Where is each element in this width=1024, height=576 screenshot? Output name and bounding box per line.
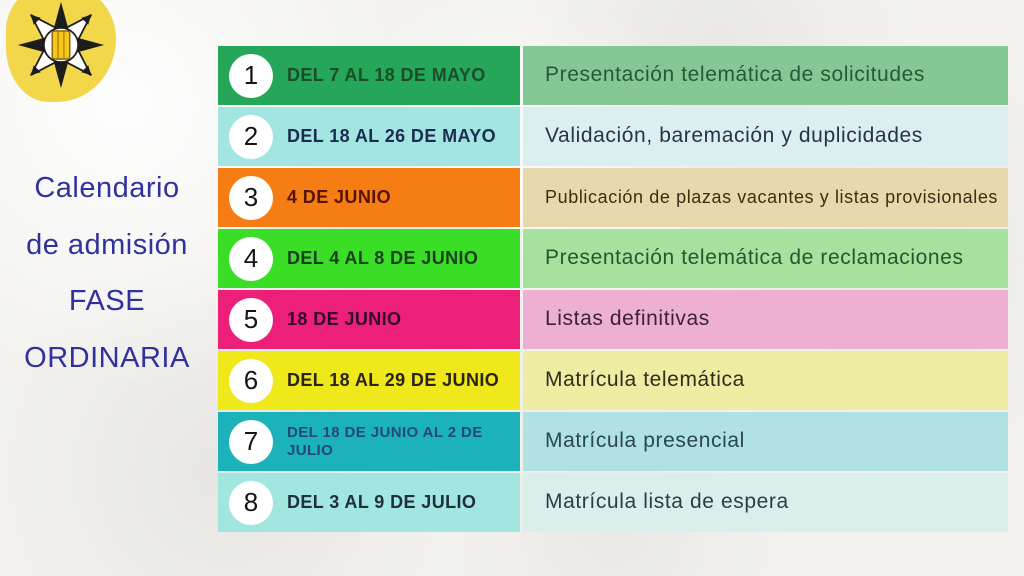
step-date-panel: 3 4 DE JUNIO <box>218 168 520 227</box>
calendar-rows: 1 DEL 7 AL 18 DE MAYO Presentación telem… <box>218 46 1008 534</box>
step-date: DEL 7 AL 18 DE MAYO <box>287 65 486 86</box>
step-description: Presentación telemática de solicitudes <box>545 63 925 87</box>
step-number-badge: 3 <box>229 175 273 220</box>
step-number: 6 <box>243 365 259 395</box>
step-description-panel: Presentación telemática de reclamaciones <box>523 229 1008 288</box>
calendar-row: 1 DEL 7 AL 18 DE MAYO Presentación telem… <box>218 46 1008 105</box>
step-date-panel: 4 DEL 4 AL 8 DE JUNIO <box>218 229 520 288</box>
step-date-panel: 2 DEL 18 AL 26 DE MAYO <box>218 107 520 166</box>
step-number-badge: 4 <box>229 236 273 281</box>
step-description-panel: Matrícula telemática <box>523 351 1008 410</box>
step-description: Matrícula presencial <box>545 429 745 453</box>
title-line-3: FASE <box>68 285 146 318</box>
step-date: DEL 18 AL 29 DE JUNIO <box>287 370 500 391</box>
step-date: 4 DE JUNIO <box>287 187 392 208</box>
step-description: Publicación de plazas vacantes y listas … <box>545 187 999 208</box>
calendar-row: 6 DEL 18 AL 29 DE JUNIO Matrícula telemá… <box>218 351 1008 410</box>
step-number-badge: 8 <box>229 480 273 525</box>
step-number: 7 <box>243 426 259 456</box>
step-description-panel: Listas definitivas <box>523 290 1008 349</box>
step-description: Matrícula lista de espera <box>545 490 789 514</box>
step-description-panel: Matrícula lista de espera <box>523 473 1008 532</box>
step-description-panel: Matrícula presencial <box>523 412 1008 471</box>
step-number-badge: 2 <box>229 114 273 159</box>
page-title: Calendario de admisión FASE ORDINARIA <box>0 160 214 386</box>
step-date: DEL 18 AL 26 DE MAYO <box>287 126 497 147</box>
pencil-star-icon <box>17 1 105 89</box>
step-description: Validación, baremación y duplicidades <box>545 124 923 148</box>
step-description: Listas definitivas <box>545 307 710 331</box>
step-number: 1 <box>243 60 259 90</box>
step-number-badge: 5 <box>229 297 273 342</box>
step-date-panel: 8 DEL 3 AL 9 DE JULIO <box>218 473 520 532</box>
step-number-badge: 6 <box>229 358 273 403</box>
step-number: 8 <box>243 487 259 517</box>
title-line-2: de admisión <box>26 228 188 261</box>
step-number: 2 <box>243 121 259 151</box>
step-number: 3 <box>243 182 259 212</box>
title-line-1: Calendario <box>34 172 180 204</box>
step-description-panel: Presentación telemática de solicitudes <box>523 46 1008 105</box>
calendar-row: 7 DEL 18 DE JUNIO AL 2 DE JULIO Matrícul… <box>218 412 1008 471</box>
step-number-badge: 1 <box>229 53 273 98</box>
title-line-4: ORDINARIA <box>24 341 190 374</box>
calendar-row: 5 18 DE JUNIO Listas definitivas <box>218 290 1008 349</box>
step-number: 4 <box>243 243 259 273</box>
step-date-panel: 1 DEL 7 AL 18 DE MAYO <box>218 46 520 105</box>
step-description-panel: Validación, baremación y duplicidades <box>523 107 1008 166</box>
step-number: 5 <box>243 304 259 334</box>
step-description: Matrícula telemática <box>545 368 745 392</box>
step-date-panel: 7 DEL 18 DE JUNIO AL 2 DE JULIO <box>218 412 520 471</box>
calendar-row: 4 DEL 4 AL 8 DE JUNIO Presentación telem… <box>218 229 1008 288</box>
step-date: DEL 4 AL 8 DE JUNIO <box>287 248 479 269</box>
step-date: DEL 3 AL 9 DE JULIO <box>287 492 477 513</box>
calendar-row: 3 4 DE JUNIO Publicación de plazas vacan… <box>218 168 1008 227</box>
step-date: DEL 18 DE JUNIO AL 2 DE JULIO <box>287 424 483 459</box>
calendar-row: 8 DEL 3 AL 9 DE JULIO Matrícula lista de… <box>218 473 1008 532</box>
step-date-panel: 6 DEL 18 AL 29 DE JUNIO <box>218 351 520 410</box>
step-description: Presentación telemática de reclamaciones <box>545 246 964 270</box>
step-number-badge: 7 <box>229 419 273 464</box>
calendar-row: 2 DEL 18 AL 26 DE MAYO Validación, barem… <box>218 107 1008 166</box>
step-date-panel: 5 18 DE JUNIO <box>218 290 520 349</box>
step-description-panel: Publicación de plazas vacantes y listas … <box>523 168 1008 227</box>
step-date: 18 DE JUNIO <box>287 309 402 330</box>
